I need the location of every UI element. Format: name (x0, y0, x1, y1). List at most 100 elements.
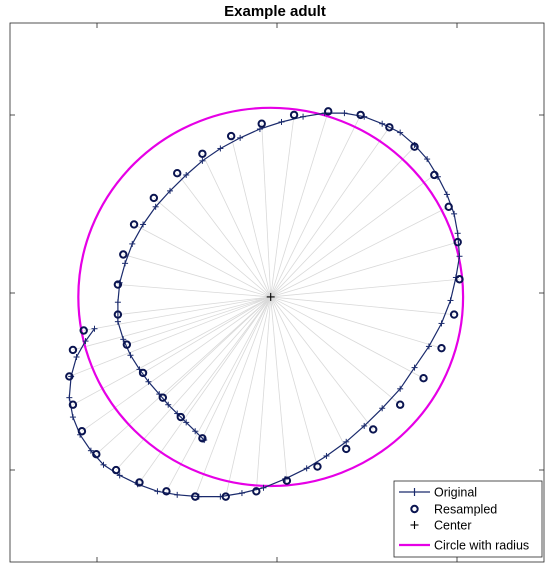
spoke-line (270, 111, 329, 298)
radius-circle (77, 106, 465, 488)
original-point (379, 405, 386, 412)
resampled-point (176, 412, 186, 422)
original-point (447, 297, 454, 304)
spoke-line (230, 136, 272, 298)
spoke-line (83, 296, 271, 331)
resampled-point (419, 374, 428, 383)
spoke-line (81, 296, 271, 432)
resampled-point (173, 169, 182, 178)
original-point (87, 447, 94, 454)
spoke-line (270, 296, 288, 481)
original-point (192, 428, 199, 435)
original-point (129, 240, 136, 247)
resampled-point (138, 368, 148, 378)
spoke-line (270, 114, 361, 298)
original-point (456, 253, 463, 260)
spoke-line (225, 296, 272, 497)
resampled-point (449, 310, 459, 319)
legend: Original Resampled Center Circle with ra… (393, 480, 543, 558)
original-point (451, 210, 458, 217)
resampled-point (158, 393, 168, 402)
spoke-line (270, 296, 318, 467)
original-point (127, 352, 134, 359)
spoke-line (153, 197, 271, 298)
resampled-point (198, 149, 207, 158)
original-point (424, 156, 431, 163)
circle-layer (77, 106, 465, 488)
original-point (303, 465, 310, 472)
original-point (145, 378, 152, 385)
resampled-point (149, 193, 159, 203)
resampled-point (289, 110, 299, 120)
spoke-line (166, 296, 272, 492)
resampled-point (410, 142, 419, 151)
resampled-point (313, 462, 322, 471)
original-point (154, 488, 161, 495)
legend-item-circle: Circle with radius (399, 539, 529, 553)
center-marker-layer (266, 292, 275, 301)
spoke-line (255, 296, 272, 492)
original-point (114, 299, 121, 306)
original-point (167, 187, 174, 194)
original-point (122, 260, 129, 267)
legend-item-original: Original (399, 486, 477, 500)
original-point (379, 120, 386, 127)
spoke-line (270, 296, 347, 450)
original-point (425, 343, 432, 350)
legend-label-resampled: Resampled (434, 503, 497, 517)
resampled-point (111, 465, 121, 475)
original-point (152, 203, 159, 210)
resampled-point (79, 326, 88, 335)
spoke-line (117, 284, 271, 298)
resampled-point (444, 202, 453, 211)
original-point (343, 438, 350, 445)
original-point (174, 491, 181, 498)
resampled-point (77, 427, 87, 436)
original-point (341, 110, 348, 117)
original-point (454, 230, 461, 237)
resampled-point (282, 476, 292, 485)
resampled-point (135, 478, 144, 487)
spoke-line (270, 114, 295, 297)
spoke-line (261, 123, 272, 297)
legend-label-circle: Circle with radius (434, 539, 529, 553)
spoke-line (270, 296, 455, 315)
resampled-point (395, 400, 405, 409)
spoke-line (270, 296, 424, 379)
spoke-line (202, 153, 272, 298)
original-point (278, 118, 285, 125)
spoke-line (270, 127, 390, 298)
spoke-line (162, 296, 271, 398)
original-line (68, 112, 461, 498)
resampled-point (437, 343, 446, 353)
original-point (411, 364, 418, 371)
resampled-point (324, 107, 333, 116)
spoke-line (72, 296, 271, 406)
resampled-point (455, 275, 464, 284)
resampled-point (119, 250, 128, 259)
spoke-line (72, 296, 271, 351)
chart-title: Example adult (224, 3, 326, 20)
resampled-point (113, 280, 123, 289)
resampled-point (113, 310, 123, 319)
resampled-point (198, 434, 207, 443)
resampled-series (65, 107, 464, 501)
original-point (120, 336, 127, 343)
resampled-point (129, 220, 139, 229)
spoke-line (270, 296, 442, 349)
original-point (199, 157, 206, 164)
spoke-line (115, 296, 272, 471)
spoke-line (69, 296, 271, 377)
resampled-point (221, 492, 230, 501)
original-point (238, 490, 245, 497)
spoke-line (96, 296, 271, 455)
spoke-line (176, 172, 272, 298)
original-point (300, 113, 307, 120)
original-point (438, 320, 445, 327)
original-point (100, 461, 107, 468)
original-point (397, 385, 404, 392)
resampled-point (122, 340, 132, 349)
legend-item-center: Center (410, 519, 472, 533)
original-point (91, 325, 98, 332)
